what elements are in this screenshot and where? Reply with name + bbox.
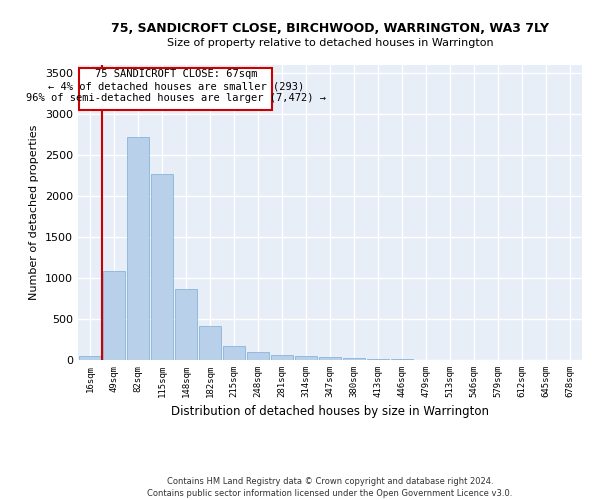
- Y-axis label: Number of detached properties: Number of detached properties: [29, 125, 40, 300]
- Bar: [343, 358, 365, 360]
- Bar: [127, 137, 149, 360]
- Text: Contains public sector information licensed under the Open Government Licence v3: Contains public sector information licen…: [148, 489, 512, 498]
- X-axis label: Distribution of detached houses by size in Warrington: Distribution of detached houses by size …: [171, 406, 489, 418]
- Bar: [247, 352, 269, 360]
- Bar: [295, 356, 317, 360]
- Bar: [391, 359, 413, 360]
- Bar: [103, 270, 125, 360]
- Bar: [79, 356, 101, 360]
- Bar: [223, 346, 245, 360]
- Text: Contains HM Land Registry data © Crown copyright and database right 2024.: Contains HM Land Registry data © Crown c…: [167, 478, 493, 486]
- Text: Size of property relative to detached houses in Warrington: Size of property relative to detached ho…: [167, 38, 493, 48]
- Bar: [319, 357, 341, 360]
- Text: ← 4% of detached houses are smaller (293): ← 4% of detached houses are smaller (293…: [47, 81, 304, 91]
- FancyBboxPatch shape: [79, 68, 272, 110]
- Text: 75 SANDICROFT CLOSE: 67sqm: 75 SANDICROFT CLOSE: 67sqm: [95, 69, 257, 79]
- Bar: [367, 359, 389, 360]
- Text: 96% of semi-detached houses are larger (7,472) →: 96% of semi-detached houses are larger (…: [26, 93, 326, 103]
- Bar: [271, 355, 293, 360]
- Bar: [151, 174, 173, 360]
- Bar: [175, 288, 197, 360]
- Text: 75, SANDICROFT CLOSE, BIRCHWOOD, WARRINGTON, WA3 7LY: 75, SANDICROFT CLOSE, BIRCHWOOD, WARRING…: [111, 22, 549, 36]
- Bar: [199, 326, 221, 360]
